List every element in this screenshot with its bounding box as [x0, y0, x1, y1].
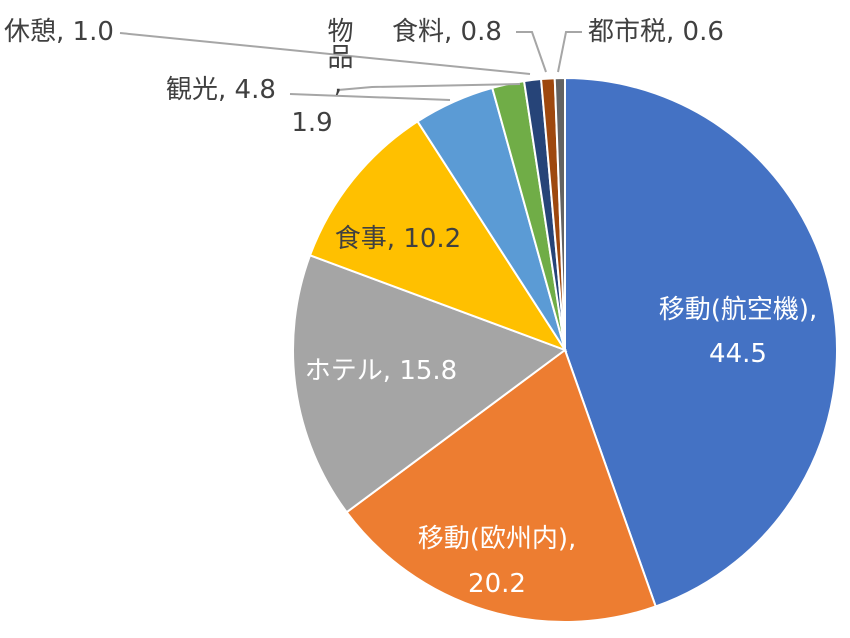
- slice-labels: 移動(航空機), 44.5 移動(欧州内), 20.2 ホテル, 15.8 食事…: [4, 17, 817, 599]
- slice-value-buppin: 1.9: [291, 108, 332, 138]
- slice-label-kyukei: 休憩, 1.0: [4, 17, 114, 47]
- pie-slice-hotel: [292, 253, 568, 514]
- slice-label-kanko: 観光, 4.8: [166, 75, 276, 105]
- slice-label-shokuji: 食事, 10.2: [335, 224, 461, 254]
- slice-value-oushuunai: 20.2: [468, 569, 526, 599]
- slice-value-koukuuki: 44.5: [709, 339, 767, 369]
- leader-line-kyukei: [119, 32, 531, 75]
- leader-line-buppin: [337, 83, 521, 91]
- slice-label-toshizei: 都市税, 0.6: [588, 17, 724, 47]
- slice-label-koukuuki: 移動(航空機),: [659, 295, 818, 325]
- slice-label-hotel: ホテル, 15.8: [305, 356, 457, 386]
- pie-slice-shokuji: [308, 120, 568, 352]
- pie-slice-koukuuki: [564, 76, 838, 608]
- leader-line-kanko: [289, 93, 451, 101]
- slice-label-shokuryo: 食料, 0.8: [392, 17, 502, 47]
- slice-label-oushuunai: 移動(欧州内),: [418, 524, 577, 554]
- leader-line-toshizei: [557, 31, 582, 73]
- leader-line-shokuryo: [516, 31, 547, 73]
- pie-slice-toshizei: [553, 76, 566, 351]
- leader-lines: [119, 31, 582, 101]
- pie-slice-oushuunai: [345, 348, 657, 623]
